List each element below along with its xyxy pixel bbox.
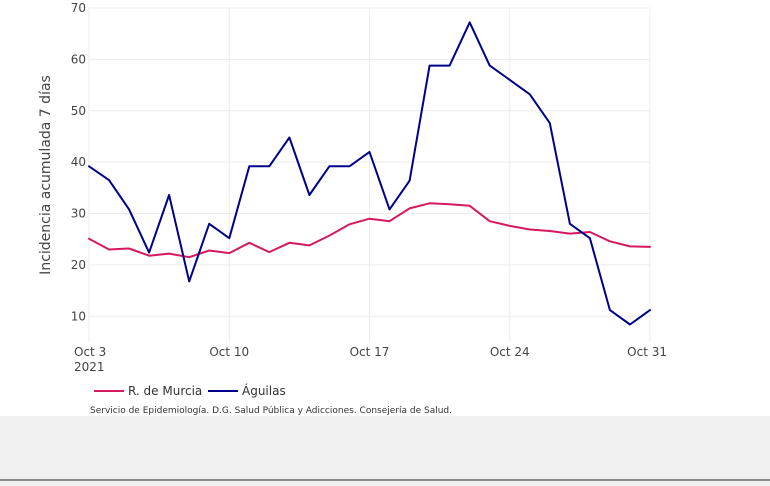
x-tick-label: Oct 3 — [74, 345, 106, 359]
y-tick-label: 10 — [71, 309, 86, 323]
y-axis-ticks: 10 20 30 40 50 60 70 — [71, 1, 86, 323]
gridlines — [88, 7, 651, 342]
series-lines — [88, 21, 651, 326]
x-tick-label: Oct 10 — [209, 345, 249, 359]
x-tick-year-label: 2021 — [74, 360, 105, 374]
y-tick-label: 20 — [71, 258, 86, 272]
legend-item: R. de Murcia — [94, 384, 202, 398]
x-tick-label: Oct 31 — [627, 345, 667, 359]
y-tick-label: 70 — [71, 1, 86, 15]
y-tick-label: 30 — [71, 207, 86, 221]
y-tick-label: 40 — [71, 155, 86, 169]
source-note: Servicio de Epidemiología. D.G. Salud Pú… — [90, 406, 452, 416]
x-tick-label: Oct 24 — [490, 345, 530, 359]
y-tick-label: 60 — [71, 52, 86, 66]
page-footer-area — [0, 416, 770, 486]
legend-label: R. de Murcia — [128, 384, 202, 398]
legend-label: Águilas — [242, 383, 286, 398]
y-axis-title: Incidencia acumulada 7 días — [38, 75, 54, 275]
y-tick-label: 50 — [71, 104, 86, 118]
series-line — [88, 21, 651, 326]
x-tick-label: Oct 17 — [350, 345, 390, 359]
legend-item: Águilas — [208, 383, 286, 398]
footer-divider — [0, 479, 770, 481]
series-aguilas — [88, 21, 651, 326]
legend: R. de Murcia Águilas — [94, 383, 286, 398]
